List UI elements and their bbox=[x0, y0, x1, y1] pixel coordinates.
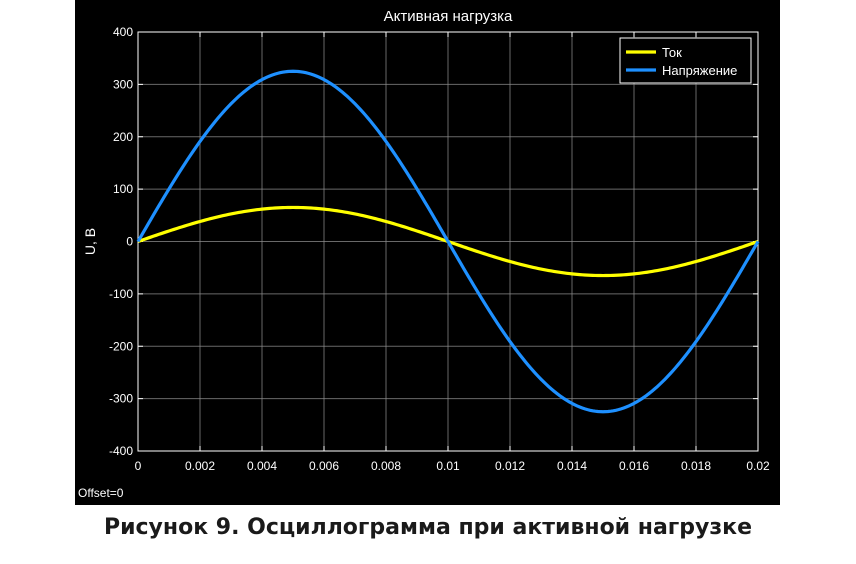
series-layer bbox=[136, 69, 760, 414]
oscillogram-chart: Активная нагрузка 0 0.002 0.004 0.006 0.008 0… bbox=[75, 0, 780, 505]
x-tick-label: 0.002 bbox=[185, 459, 215, 473]
x-tick-label: 0.018 bbox=[681, 459, 711, 473]
y-tick-label: 300 bbox=[113, 77, 133, 91]
x-tick-label: 0.004 bbox=[247, 459, 277, 473]
oscillogram-figure: Активная нагрузка 0 0.002 0.004 0.006 0.008 0… bbox=[75, 0, 780, 505]
x-tick-labels: 0 0.002 0.004 0.006 0.008 0.01 0.012 0.014 0.016… bbox=[135, 459, 770, 473]
offset-label: Offset=0 bbox=[78, 486, 124, 500]
x-tick-label: 0.016 bbox=[619, 459, 649, 473]
y-tick-label: -300 bbox=[109, 392, 133, 406]
chart-title: Активная нагрузка bbox=[384, 8, 513, 25]
tick-marks bbox=[137, 31, 759, 452]
x-tick-label: 0 bbox=[135, 459, 142, 473]
x-tick-label: 0.006 bbox=[309, 459, 339, 473]
series-points-1 bbox=[137, 71, 759, 412]
y-tick-label: 400 bbox=[113, 25, 133, 39]
legend-label: Напряжение bbox=[662, 63, 737, 78]
y-tick-label: -400 bbox=[109, 444, 133, 458]
x-tick-label: 0.01 bbox=[436, 459, 460, 473]
legend-box bbox=[619, 37, 752, 84]
x-tick-label: 0.012 bbox=[495, 459, 525, 473]
legend-label: Ток bbox=[662, 45, 682, 60]
y-tick-label: -200 bbox=[109, 339, 133, 353]
y-tick-label: 0 bbox=[126, 235, 133, 249]
x-tick-label: 0.008 bbox=[371, 459, 401, 473]
figure-caption: Рисунок 9. Осциллограмма при активной на… bbox=[103, 515, 753, 540]
y-tick-labels: 400 300 200 100 0 -100 -200 -300 -400 bbox=[109, 25, 133, 458]
x-tick-label: 0.02 bbox=[746, 459, 770, 473]
y-tick-label: -100 bbox=[109, 287, 133, 301]
y-tick-label: 200 bbox=[113, 130, 133, 144]
x-tick-label: 0.014 bbox=[557, 459, 587, 473]
legend: Ток Напряжение bbox=[619, 37, 752, 84]
y-axis-label: U, B bbox=[82, 228, 98, 255]
y-tick-label: 100 bbox=[113, 182, 133, 196]
